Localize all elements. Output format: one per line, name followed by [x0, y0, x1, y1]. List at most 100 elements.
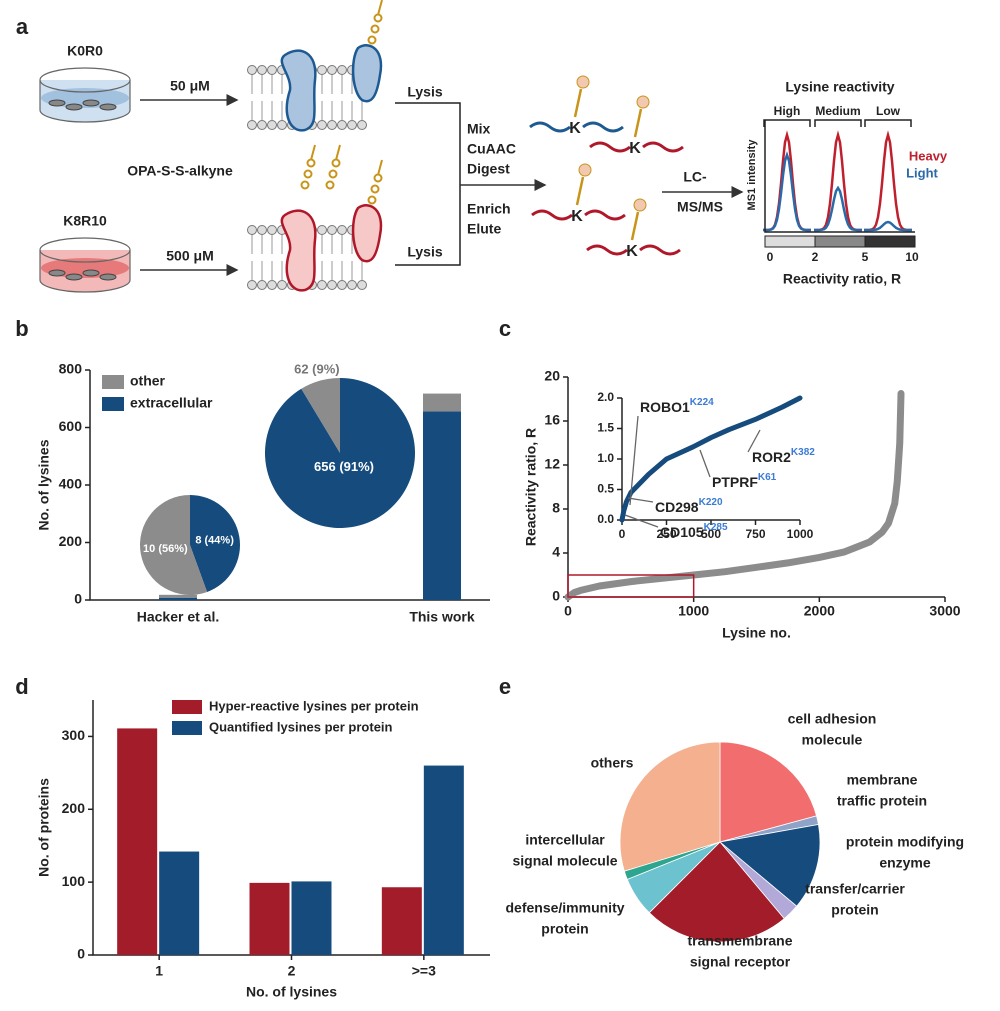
pie-label: protein: [541, 921, 588, 937]
y-tick-label: 0: [552, 588, 560, 604]
pie-slice: [140, 495, 208, 595]
ms-step: MS/MS: [677, 199, 723, 215]
step: Enrich: [467, 201, 511, 217]
x-tick-label: 3000: [929, 603, 960, 619]
probe-bead: [303, 169, 313, 179]
y-tick-label: 12: [544, 456, 560, 472]
pie-label: 656 (91%): [314, 459, 374, 474]
step: Mix: [467, 121, 491, 137]
legend-label: Quantified lysines per protein: [209, 719, 393, 734]
probe-bead: [370, 184, 380, 194]
x-axis-label: Lysine no.: [722, 625, 791, 641]
peptide: [589, 141, 684, 153]
inset-y-tick-label: 1.0: [597, 451, 614, 465]
legend-label: Hyper-reactive lysines per protein: [209, 698, 419, 713]
inset-y-tick-label: 2.0: [597, 390, 614, 404]
zoom-box: [567, 574, 695, 598]
pie-label: intercellular: [525, 832, 605, 848]
inset-y-tick-label: 0.0: [597, 512, 614, 526]
legend-label: other: [130, 373, 166, 389]
cell-line: K0R0: [67, 43, 103, 59]
x-tick-label: Hacker et al.: [137, 609, 220, 625]
bar: [249, 882, 290, 955]
legend-swatch: [102, 375, 124, 389]
peak: [814, 185, 862, 232]
lipid-head: [247, 280, 257, 290]
y-tick-label: 200: [59, 533, 83, 549]
y-tick-label: 20: [544, 368, 560, 384]
tag: [578, 163, 592, 177]
probe-bead: [306, 158, 316, 168]
x-tick-label: This work: [409, 609, 475, 625]
residue: K: [629, 140, 641, 157]
lysis: Lysis: [407, 84, 442, 100]
tag: [576, 75, 590, 89]
gene: CD298: [655, 499, 699, 515]
bar: [159, 594, 197, 598]
pie-label: 8 (44%): [195, 535, 234, 547]
pie-label: transmembrane: [687, 933, 792, 949]
probe-stick: [310, 144, 316, 161]
pie-label: protein modifying: [846, 834, 964, 850]
lipid-head: [257, 120, 267, 130]
pie-label: others: [591, 755, 634, 771]
panel-letter: e: [499, 674, 511, 699]
lipid-head: [357, 280, 367, 290]
bar: [159, 851, 200, 955]
lipid-head: [247, 225, 257, 235]
pie-label: signal molecule: [512, 853, 617, 869]
pie-slice: [190, 495, 241, 592]
ratio-bar: [814, 235, 866, 248]
lipid-head: [267, 65, 277, 75]
y-tick-label: 400: [59, 476, 83, 492]
pie-slice: [619, 741, 721, 872]
leader: [624, 514, 659, 528]
peptide: [529, 121, 624, 133]
y-tick-label: 200: [62, 800, 86, 816]
y-tick-label: 300: [62, 727, 86, 743]
dose: 50 μM: [170, 78, 210, 94]
y-tick-label: 0: [74, 591, 82, 607]
dose: 500 μM: [166, 248, 213, 264]
legend-swatch: [172, 721, 202, 735]
inset-line: [619, 395, 803, 523]
lysis: Lysis: [407, 244, 442, 260]
probe-stick: [377, 0, 383, 16]
bar: [381, 887, 422, 955]
legend-light: Light: [906, 165, 938, 180]
lipid-head: [327, 65, 337, 75]
lipid-head: [257, 65, 267, 75]
group-label: Medium: [815, 104, 860, 118]
residue: K: [626, 243, 638, 260]
cell: [48, 269, 66, 277]
protein: [351, 44, 383, 103]
peak: [763, 130, 811, 232]
lipid-head: [267, 280, 277, 290]
probe-bead: [325, 180, 335, 190]
lipid-head: [337, 225, 347, 235]
peak: [864, 130, 912, 232]
probe-bead: [367, 35, 377, 45]
x-tick-label: 500: [701, 527, 721, 541]
lipid-head: [257, 280, 267, 290]
leader: [699, 449, 711, 478]
pie-label: traffic protein: [837, 793, 927, 809]
protein: [280, 49, 317, 132]
residue: K: [569, 120, 581, 137]
y-tick-label: 0: [77, 946, 85, 962]
group-label: High: [774, 104, 801, 118]
lipid-head: [277, 120, 287, 130]
bar: [117, 728, 158, 955]
inset-y-tick-label: 0.5: [597, 482, 614, 496]
group-bracket: [864, 119, 912, 127]
inset-xlabel: Reactivity ratio, R: [783, 271, 901, 287]
leader: [747, 429, 761, 453]
site: K61: [758, 472, 777, 483]
cell: [65, 103, 83, 111]
x-tick-label: 2000: [804, 603, 835, 619]
inset-ylabel: MS1 intensity: [746, 139, 758, 211]
cell: [65, 273, 83, 281]
ms-step: LC-: [683, 169, 707, 185]
lipid-head: [317, 120, 327, 130]
probe-bead: [328, 169, 338, 179]
